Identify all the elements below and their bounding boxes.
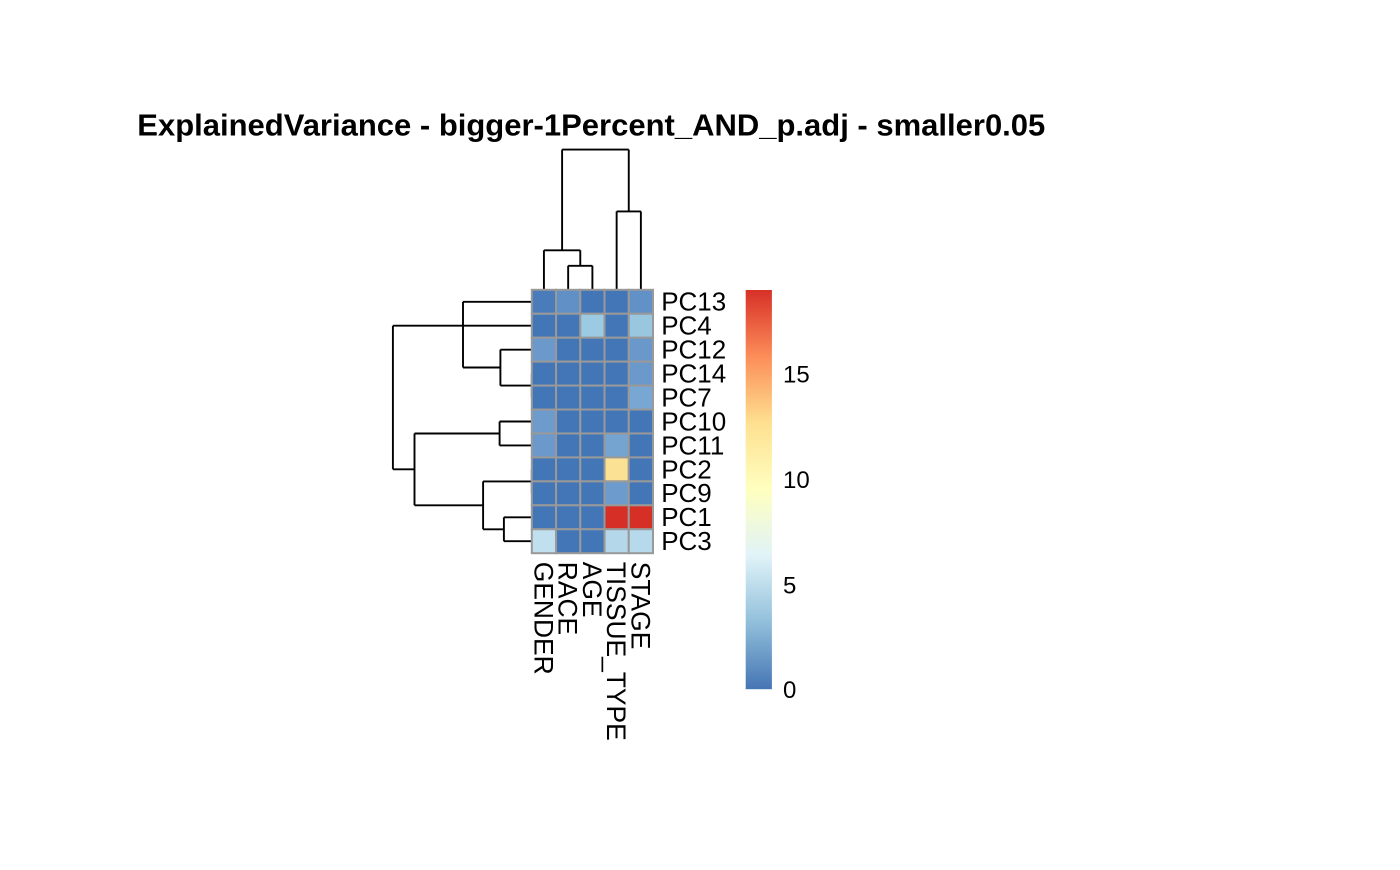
svg-text:0: 0: [783, 677, 796, 704]
svg-text:PC3: PC3: [661, 526, 712, 556]
svg-text:RACE: RACE: [553, 562, 583, 635]
svg-text:AGE: AGE: [577, 562, 607, 618]
svg-text:PC1: PC1: [661, 502, 712, 532]
svg-text:PC4: PC4: [661, 311, 712, 341]
svg-text:TISSUE_TYPE: TISSUE_TYPE: [601, 562, 631, 741]
svg-text:PC14: PC14: [661, 359, 726, 389]
svg-text:PC13: PC13: [661, 287, 726, 317]
svg-text:15: 15: [783, 362, 810, 389]
svg-text:PC12: PC12: [661, 335, 726, 365]
svg-text:PC10: PC10: [661, 406, 726, 436]
svg-text:5: 5: [783, 572, 796, 599]
svg-text:PC11: PC11: [661, 430, 724, 460]
svg-text:PC9: PC9: [661, 478, 712, 508]
svg-text:STAGE: STAGE: [625, 562, 655, 650]
svg-text:10: 10: [783, 467, 810, 494]
svg-text:GENDER: GENDER: [528, 562, 558, 675]
svg-text:PC2: PC2: [661, 454, 712, 484]
svg-text:ExplainedVariance - bigger-1Pe: ExplainedVariance - bigger-1Percent_AND_…: [137, 108, 1045, 143]
svg-text:PC7: PC7: [661, 382, 712, 412]
